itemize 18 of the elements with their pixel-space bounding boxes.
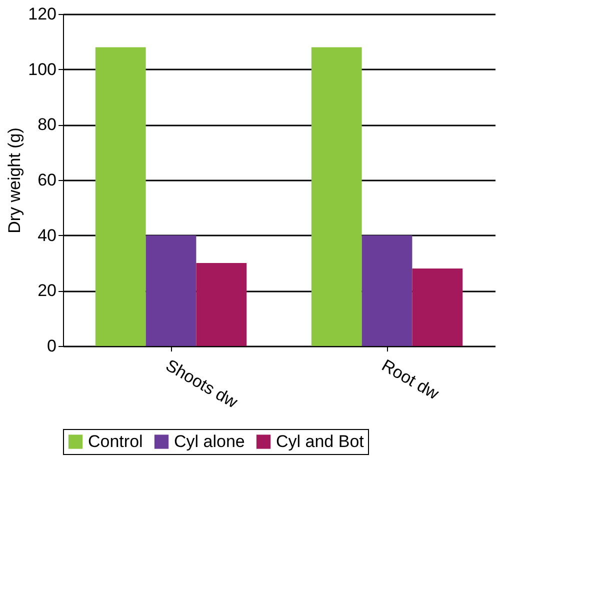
bar [95,47,146,346]
bar [311,47,362,346]
y-tick-label: 100 [28,60,56,79]
legend-label: Cyl alone [174,432,245,451]
bar [412,268,463,346]
y-tick-label: 20 [38,281,56,300]
legend-label: Cyl and Bot [276,432,364,451]
y-tick-label: 80 [38,115,56,134]
bar [146,235,196,346]
y-axis-title: Dry weight (g) [5,128,24,234]
y-tick-label: 60 [38,170,56,190]
legend-label: Control [88,432,143,451]
y-tick-label: 40 [38,226,56,245]
y-tick-label: 0 [47,336,56,356]
y-tick-label: 120 [28,4,56,24]
x-tick-label: Root dw [378,356,443,404]
bar [196,263,247,346]
bar [362,235,412,346]
